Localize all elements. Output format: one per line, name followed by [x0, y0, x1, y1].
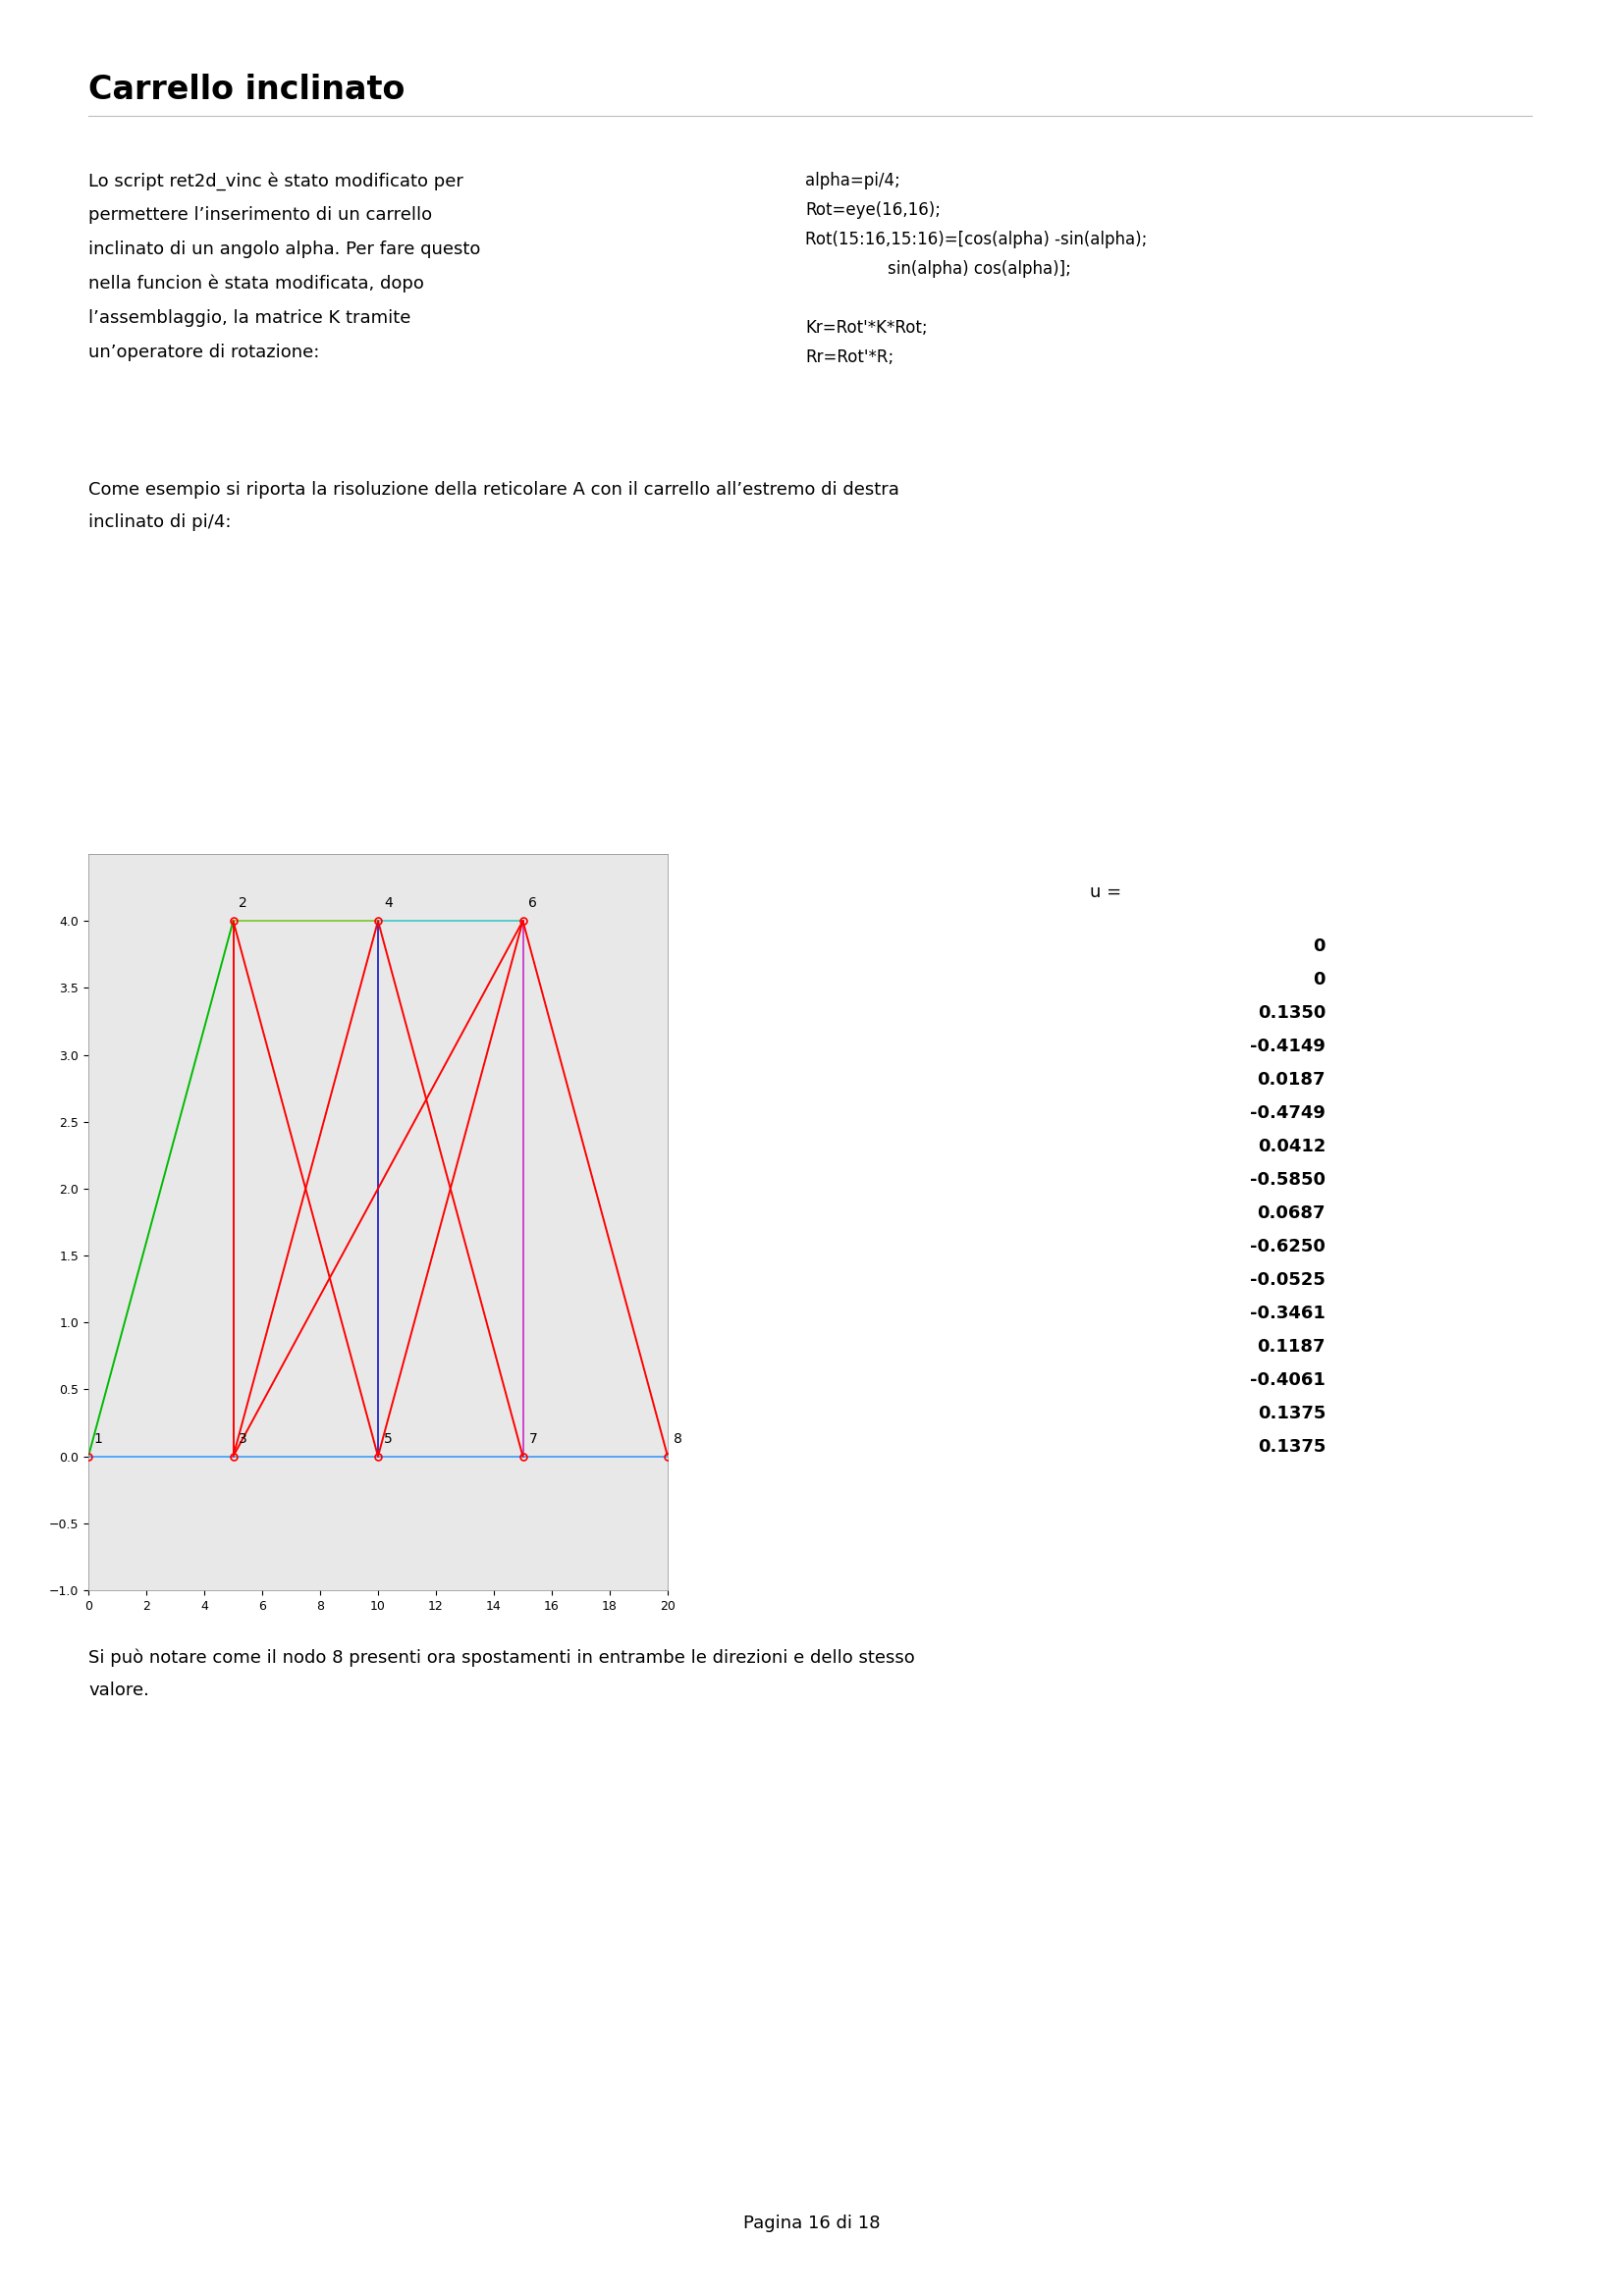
Text: 4: 4 [383, 895, 393, 909]
Text: valore.: valore. [88, 1681, 149, 1699]
Text: l’assemblaggio, la matrice K tramite: l’assemblaggio, la matrice K tramite [88, 310, 411, 326]
Text: 0: 0 [1314, 971, 1325, 990]
Text: 0: 0 [1314, 937, 1325, 955]
Text: Pagina 16 di 18: Pagina 16 di 18 [744, 2216, 880, 2232]
Text: 0.0687: 0.0687 [1257, 1205, 1325, 1221]
Text: 6: 6 [529, 895, 538, 909]
Text: -0.6250: -0.6250 [1250, 1238, 1325, 1256]
Text: -0.4749: -0.4749 [1250, 1104, 1325, 1123]
Text: -0.4061: -0.4061 [1250, 1371, 1325, 1389]
Text: u =: u = [1090, 884, 1122, 900]
Text: alpha=pi/4;: alpha=pi/4; [806, 172, 900, 191]
Text: 0.0187: 0.0187 [1257, 1070, 1325, 1088]
Text: 5: 5 [383, 1433, 393, 1446]
Text: Rot=eye(16,16);: Rot=eye(16,16); [806, 202, 940, 218]
Text: Rr=Rot'*R;: Rr=Rot'*R; [806, 349, 893, 365]
Text: 8: 8 [674, 1433, 682, 1446]
Text: permettere l’inserimento di un carrello: permettere l’inserimento di un carrello [88, 207, 432, 223]
Text: Rot(15:16,15:16)=[cos(alpha) -sin(alpha);: Rot(15:16,15:16)=[cos(alpha) -sin(alpha)… [806, 230, 1147, 248]
Text: inclinato di un angolo alpha. Per fare questo: inclinato di un angolo alpha. Per fare q… [88, 241, 481, 257]
Text: 3: 3 [239, 1433, 247, 1446]
Text: -0.3461: -0.3461 [1250, 1304, 1325, 1322]
Text: Come esempio si riporta la risoluzione della reticolare A con il carrello all’es: Come esempio si riporta la risoluzione d… [88, 480, 900, 498]
Text: 0.1350: 0.1350 [1257, 1003, 1325, 1022]
Text: Carrello inclinato: Carrello inclinato [88, 73, 404, 106]
Text: sin(alpha) cos(alpha)];: sin(alpha) cos(alpha)]; [806, 259, 1072, 278]
Text: inclinato di pi/4:: inclinato di pi/4: [88, 514, 231, 530]
Text: un’operatore di rotazione:: un’operatore di rotazione: [88, 344, 320, 360]
Text: -0.0525: -0.0525 [1250, 1272, 1325, 1288]
Text: -0.5850: -0.5850 [1250, 1171, 1325, 1189]
Text: 0.1375: 0.1375 [1257, 1405, 1325, 1421]
Text: 7: 7 [529, 1433, 538, 1446]
Text: nella funcion è stata modificata, dopo: nella funcion è stata modificata, dopo [88, 276, 424, 294]
Text: Si può notare come il nodo 8 presenti ora spostamenti in entrambe le direzioni e: Si può notare come il nodo 8 presenti or… [88, 1649, 914, 1667]
Text: 2: 2 [239, 895, 247, 909]
Text: 0.1375: 0.1375 [1257, 1437, 1325, 1456]
Text: 0.1187: 0.1187 [1257, 1339, 1325, 1355]
Text: Lo script ret2d_vinc è stato modificato per: Lo script ret2d_vinc è stato modificato … [88, 172, 463, 191]
Text: Kr=Rot'*K*Rot;: Kr=Rot'*K*Rot; [806, 319, 927, 338]
Text: 1: 1 [94, 1433, 102, 1446]
Text: -0.4149: -0.4149 [1250, 1038, 1325, 1056]
Text: 0.0412: 0.0412 [1257, 1139, 1325, 1155]
